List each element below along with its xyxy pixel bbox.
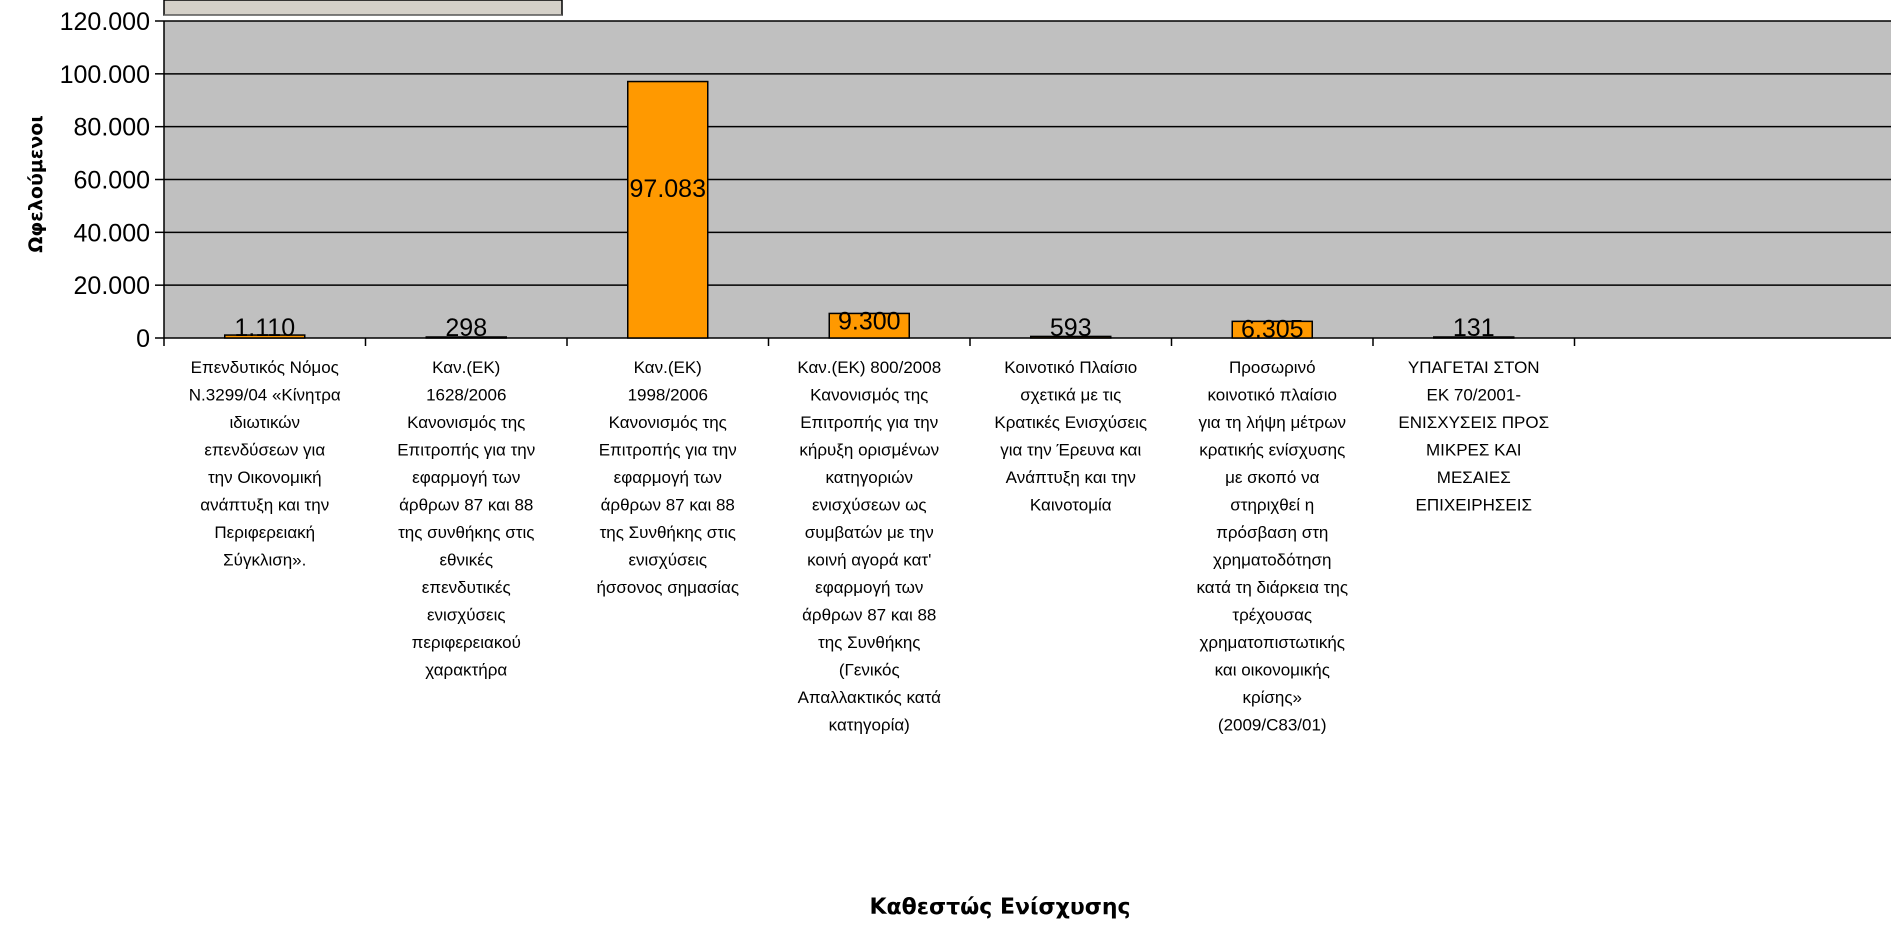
y-tick-label: 80.000 bbox=[74, 114, 150, 142]
bar bbox=[828, 312, 910, 339]
category-label: ΥΠΑΓΕΤΑΙ ΣΤΟΝ ΕΚ 70/2001-ΕΝΙΣΧΥΣΕΙΣ ΠΡΟΣ Μ… bbox=[1398, 358, 1549, 515]
y-tick-label: 60.000 bbox=[74, 167, 150, 195]
y-axis-ticks: 0 20.000 40.000 60.000 80.000 100.000 120.000 bbox=[60, 8, 164, 353]
x-axis-categories: Επενδυτικός Νόμος Ν.3299/04 «Κίνητρα ιδιωτ… bbox=[189, 358, 1549, 735]
category-label: Κοινοτικό Πλαίσιο σχετικά με τις Κρατικές … bbox=[994, 358, 1147, 515]
category-label: Καν.(ΕΚ) 1628/2006 Κανονισμός της Επιτροπής… bbox=[397, 358, 535, 680]
data-label: 6.305 bbox=[1241, 315, 1304, 343]
y-tick-label: 0 bbox=[136, 325, 150, 353]
data-label: 593 bbox=[1050, 314, 1092, 342]
bar bbox=[1433, 336, 1515, 339]
category-label: Προσωρινό κοινοτικό πλαίσιο για τη λήψη μέ… bbox=[1196, 358, 1348, 735]
bars bbox=[224, 80, 1515, 339]
bar bbox=[425, 336, 507, 339]
category-label: Επενδυτικός Νόμος Ν.3299/04 «Κίνητρα ιδιωτ… bbox=[189, 358, 341, 570]
category-label: Καν.(ΕΚ) 800/2008 Κανονισμός της Επιτροπής… bbox=[797, 358, 941, 735]
legend-box bbox=[163, 0, 563, 16]
bar bbox=[224, 334, 306, 339]
bar bbox=[627, 80, 709, 339]
plot-area bbox=[163, 20, 1891, 346]
data-label: 298 bbox=[445, 314, 487, 342]
y-tick-label: 100.000 bbox=[60, 61, 150, 89]
category-label: Καν.(ΕΚ) 1998/2006 Κανονισμός της Επιτροπής… bbox=[596, 358, 739, 597]
data-label: 97.083 bbox=[630, 175, 706, 203]
y-tick-label: 120.000 bbox=[60, 8, 150, 36]
y-tick-label: 20.000 bbox=[74, 272, 150, 300]
bar bbox=[1030, 335, 1112, 339]
y-tick-label: 40.000 bbox=[74, 219, 150, 247]
data-label: 131 bbox=[1453, 314, 1495, 342]
y-axis-title: Ωφελούμενοι bbox=[25, 115, 47, 252]
x-axis-title: Καθεστώς Ενίσχυσης bbox=[869, 895, 1130, 920]
data-label: 9.300 bbox=[838, 307, 901, 335]
bar bbox=[1231, 320, 1313, 339]
data-label: 1.110 bbox=[234, 314, 295, 342]
data-labels: 1.110 298 97.083 9.300 593 6.305 131 bbox=[234, 175, 1494, 343]
